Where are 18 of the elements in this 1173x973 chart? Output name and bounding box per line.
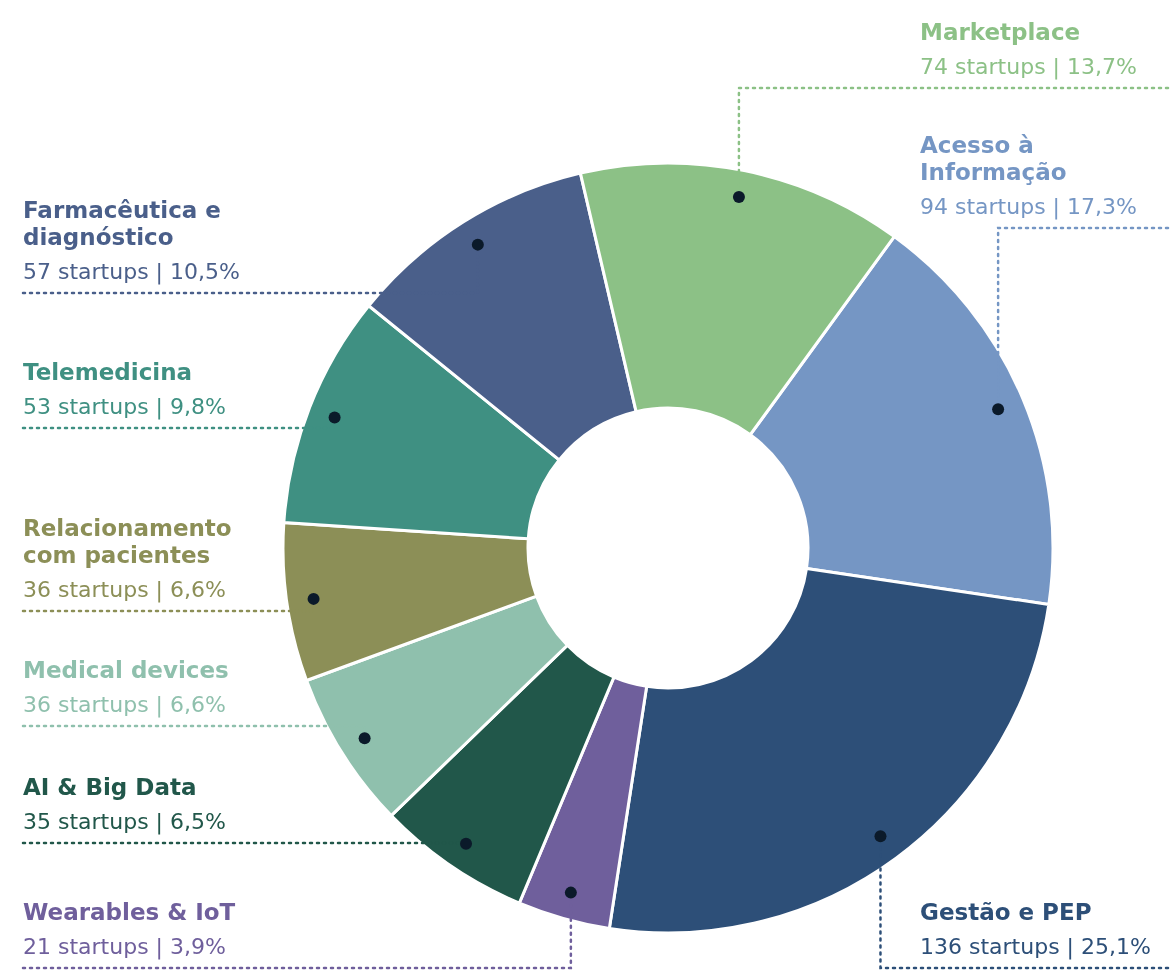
slice-label: AI & Big Data	[23, 774, 197, 800]
slice-label: Gestão e PEP	[920, 899, 1092, 925]
slice-label: Acesso à Informação	[920, 132, 1067, 185]
data-label: 74 startups | 13,7%	[920, 54, 1137, 80]
slice-label: Marketplace	[920, 19, 1081, 45]
data-label: 94 startups | 17,3%	[920, 194, 1137, 220]
data-label: 57 startups | 10,5%	[23, 259, 240, 285]
data-label: 21 startups | 3,9%	[23, 934, 226, 960]
data-label: 136 startups | 25,1%	[920, 934, 1151, 960]
data-label: 36 startups | 6,6%	[23, 577, 226, 603]
data-label: 35 startups | 6,5%	[23, 809, 226, 835]
slice-label: Medical devices	[23, 657, 229, 683]
data-label: 53 startups | 9,8%	[23, 394, 226, 420]
slice-label: Wearables & IoT	[23, 899, 236, 925]
data-label: 36 startups | 6,6%	[23, 692, 226, 718]
slice-label: Telemedicina	[23, 359, 193, 385]
slice-label: Farmacêutica e diagnóstico	[23, 197, 221, 250]
slice-label: Relacionamento com pacientes	[23, 515, 232, 568]
